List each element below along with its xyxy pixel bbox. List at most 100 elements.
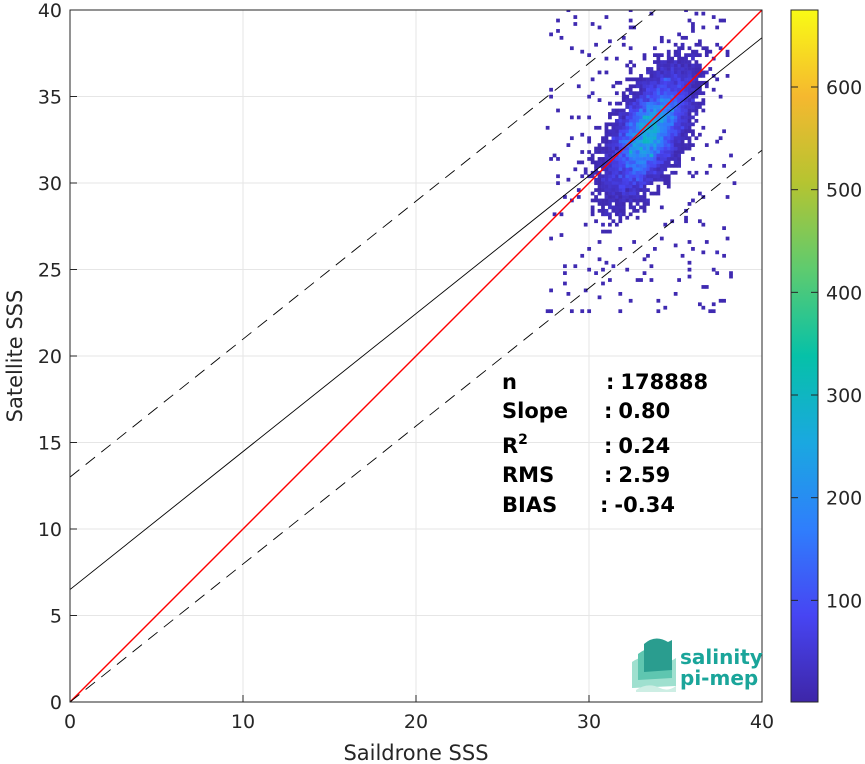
density-cell [594, 163, 598, 168]
density-cell [625, 191, 630, 196]
density-cell [677, 125, 681, 130]
density-cell [625, 112, 630, 116]
density-cell [646, 150, 650, 154]
density-cell [691, 247, 695, 251]
density-cell [601, 177, 605, 182]
density-cell [628, 84, 633, 89]
density-cell [639, 136, 643, 141]
density-cell [618, 177, 623, 182]
density-cell [659, 60, 664, 64]
density-cell [687, 139, 692, 144]
y-tick-label: 0 [50, 692, 62, 714]
density-cell [687, 267, 692, 272]
density-cell [684, 35, 688, 40]
density-cell [608, 198, 612, 203]
density-cell [628, 150, 633, 154]
density-cell [653, 105, 657, 109]
density-cell [614, 184, 619, 189]
density-cell [684, 70, 688, 75]
density-cell [656, 105, 661, 109]
density-cell [642, 84, 647, 89]
density-cell [576, 115, 581, 120]
density-cell [687, 60, 692, 64]
density-cell [663, 115, 668, 120]
density-cell [604, 167, 609, 172]
density-cell [680, 84, 685, 89]
density-cell [608, 205, 612, 210]
density-cell [694, 11, 699, 16]
density-cell [628, 132, 633, 137]
density-cell [632, 153, 637, 158]
density-cell [618, 118, 623, 123]
density-cell [684, 63, 688, 68]
density-cell [694, 63, 699, 68]
density-cell [618, 188, 623, 192]
density-cell [701, 80, 706, 85]
density-cell [635, 108, 640, 113]
density-cell [597, 295, 602, 300]
density-cell [659, 157, 664, 161]
density-cell [673, 118, 678, 123]
density-cell [694, 67, 699, 71]
density-cell [687, 91, 692, 96]
density-cell [597, 188, 602, 192]
density-cell [663, 129, 668, 134]
density-cell [621, 150, 626, 154]
density-cell [646, 84, 650, 89]
density-cell [576, 160, 581, 165]
density-cell [632, 94, 637, 99]
density-cell [639, 160, 643, 165]
density-cell [659, 139, 664, 144]
density-cell [684, 101, 688, 106]
density-cell [659, 94, 664, 99]
density-cell [659, 91, 664, 96]
upper-bound-line [70, 10, 657, 478]
density-cell [718, 136, 723, 141]
density-cell [549, 309, 553, 314]
density-cell [687, 101, 692, 106]
density-cell [625, 195, 630, 199]
density-cell [625, 153, 630, 158]
density-cell [597, 70, 602, 75]
density-cell [580, 253, 585, 258]
density-cell [656, 167, 661, 172]
density-cell [701, 46, 706, 51]
density-cell [649, 70, 654, 75]
density-cell [646, 157, 650, 161]
density-cell [587, 136, 592, 141]
density-cell [621, 202, 626, 206]
density-cell [621, 122, 626, 127]
density-cell [632, 118, 637, 123]
density-cell [608, 112, 612, 116]
density-cell [680, 67, 685, 71]
density-cell [628, 125, 633, 130]
density-cell [625, 184, 630, 189]
density-cell [611, 191, 616, 196]
density-cell [639, 122, 643, 127]
density-cell [639, 195, 643, 199]
density-cell [677, 77, 681, 82]
density-cell [653, 170, 657, 175]
density-cell [715, 271, 720, 275]
density-cell [663, 177, 668, 182]
density-cell [649, 101, 654, 106]
density-cell [670, 139, 675, 144]
density-cell [659, 39, 664, 44]
density-cell [659, 132, 664, 137]
density-cell [642, 257, 647, 262]
density-cell [673, 84, 678, 89]
density-cell [687, 170, 692, 175]
density-cell [635, 129, 640, 134]
density-cell [608, 146, 612, 151]
density-cell [694, 91, 699, 96]
density-cell [635, 278, 640, 282]
density-cell [653, 46, 657, 51]
density-cell [677, 146, 681, 151]
density-cell [670, 163, 675, 168]
density-cell [601, 198, 605, 203]
density-cell [601, 136, 605, 141]
density-cell [608, 150, 612, 154]
density-cell [656, 129, 661, 134]
density-cell [684, 98, 688, 102]
density-cell [590, 212, 595, 217]
